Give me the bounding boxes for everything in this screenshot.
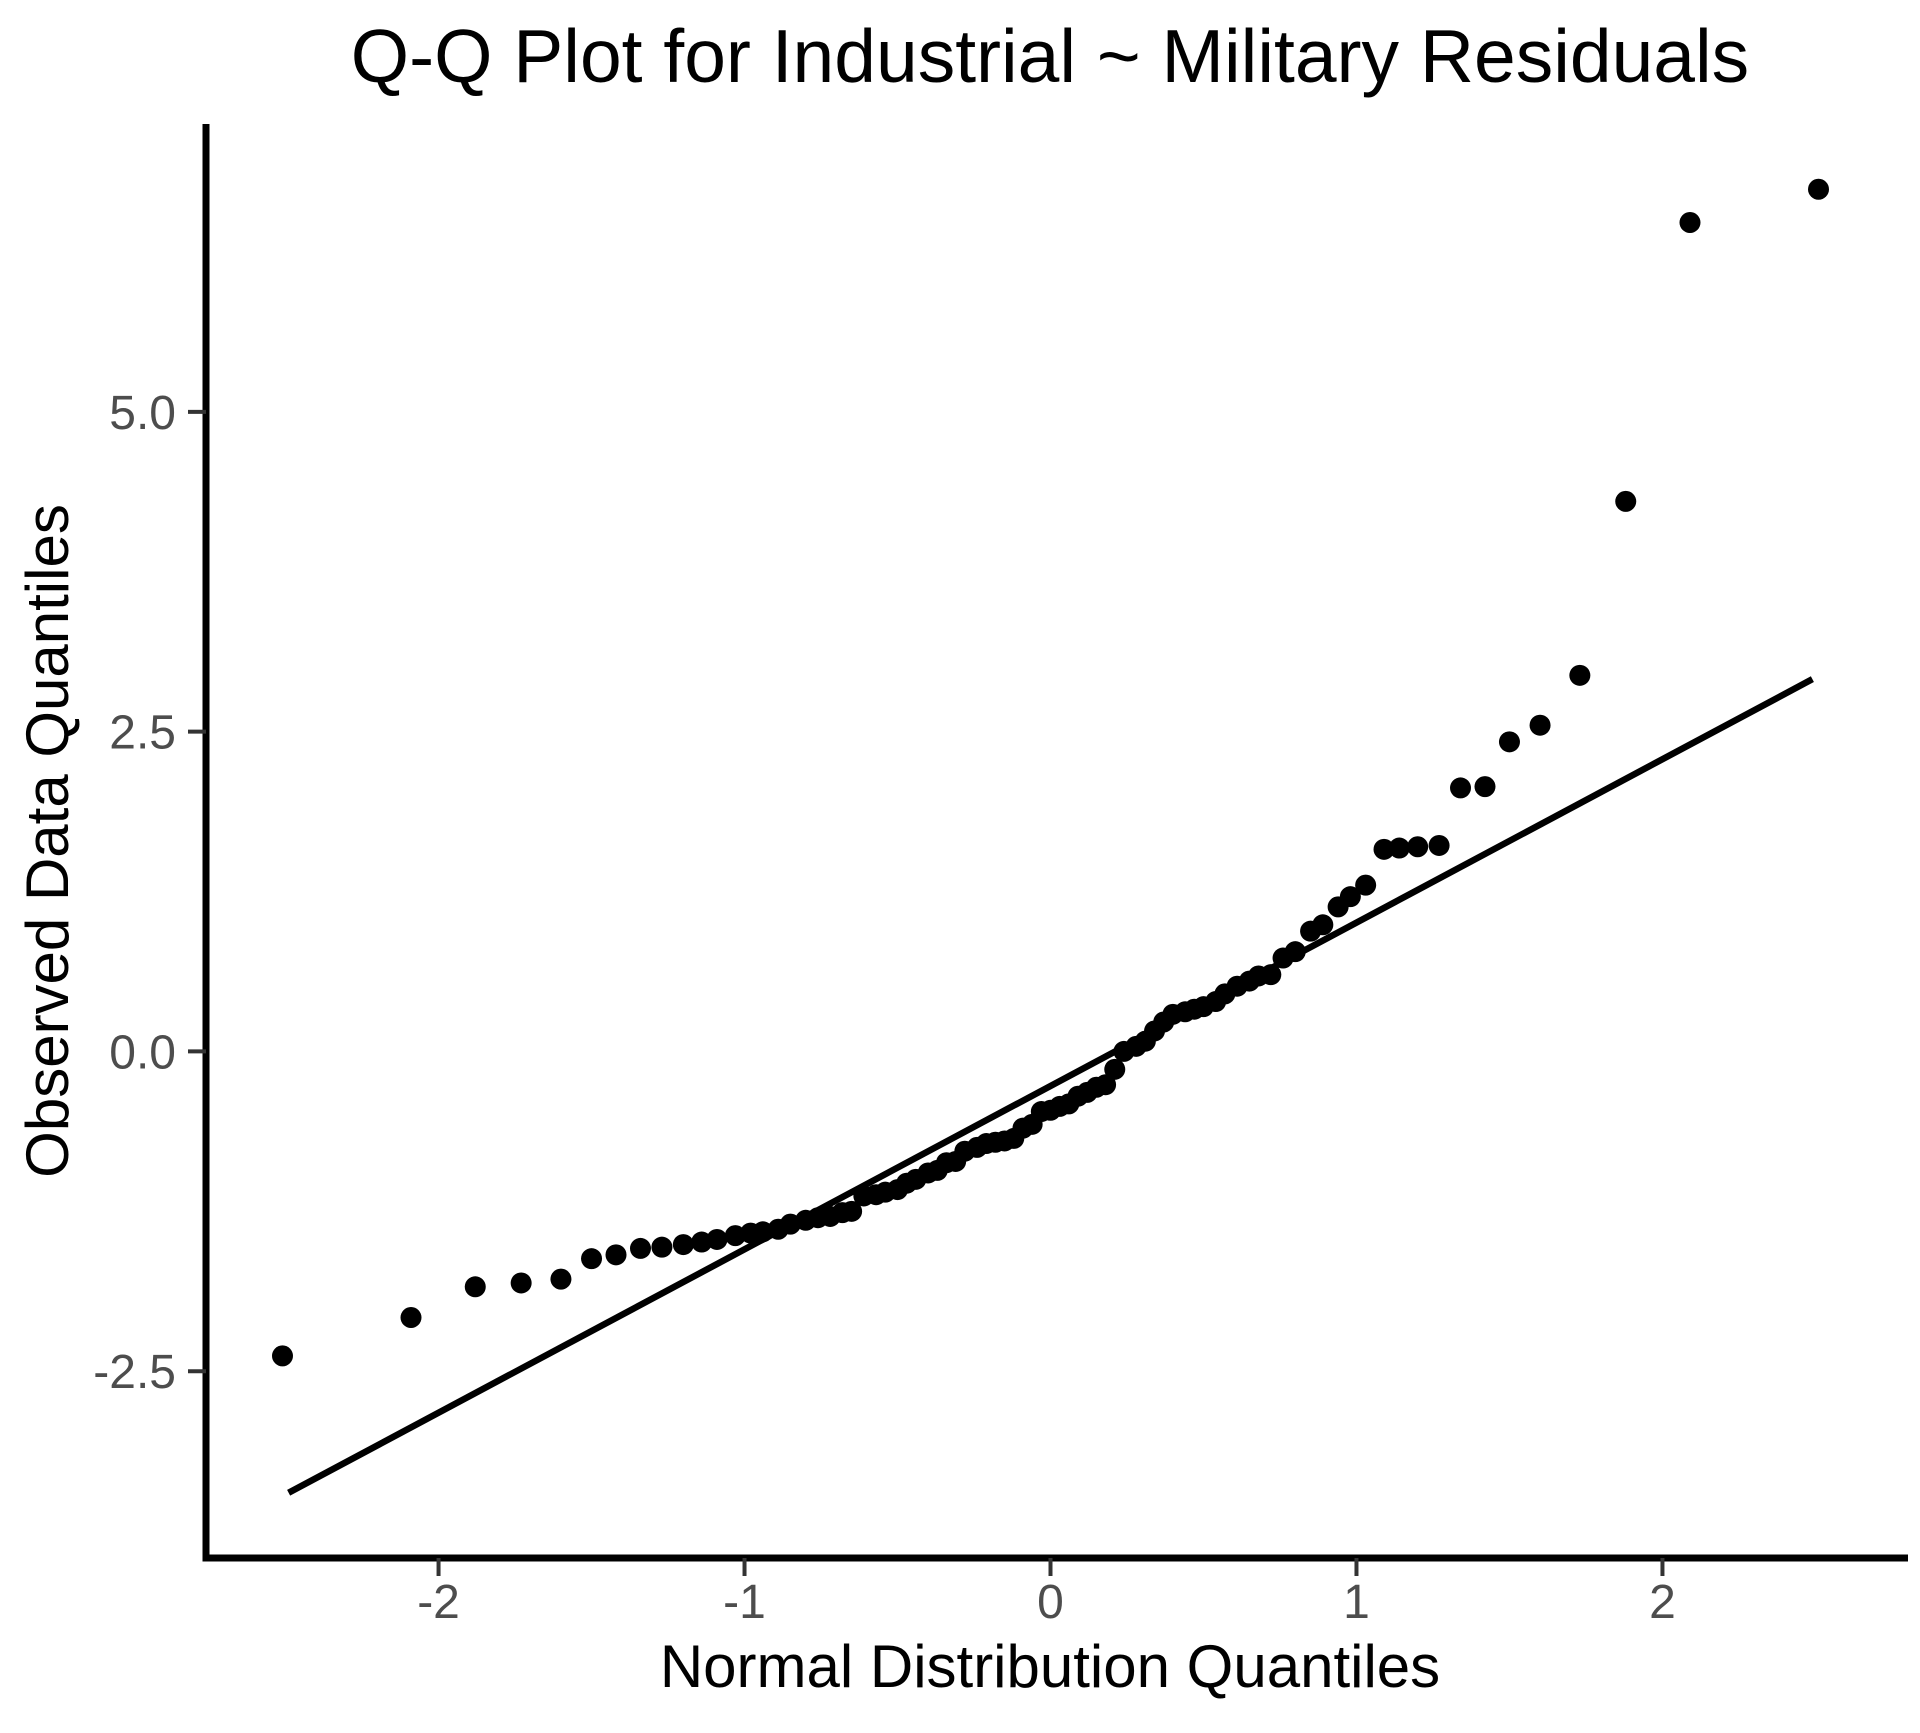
x-tick-label: 1 (1343, 1576, 1370, 1629)
data-point (629, 1237, 651, 1259)
y-tick-label: 0.0 (109, 1026, 176, 1079)
reference-line (287, 676, 1814, 1496)
data-points-group (271, 178, 1830, 1367)
x-tick-label: 0 (1037, 1576, 1064, 1629)
x-tick-label: -2 (417, 1576, 460, 1629)
data-point (706, 1228, 728, 1250)
data-point (1355, 874, 1377, 896)
data-point (1615, 490, 1637, 512)
data-point (464, 1276, 486, 1298)
y-tick-label: -2.5 (93, 1346, 176, 1399)
data-point (1407, 836, 1429, 858)
data-point (1095, 1074, 1117, 1096)
data-point (651, 1236, 673, 1258)
data-point (1474, 776, 1496, 798)
y-axis-title: Observed Data Quantiles (14, 504, 81, 1178)
data-point (1260, 964, 1282, 986)
data-point (1388, 837, 1410, 859)
chart-title: Q-Q Plot for Industrial ~ Military Resid… (351, 14, 1749, 98)
data-point (510, 1272, 532, 1294)
data-point (1104, 1058, 1126, 1080)
data-point (1373, 838, 1395, 860)
x-axis-title: Normal Distribution Quantiles (660, 1633, 1440, 1700)
x-tick-label: 2 (1649, 1576, 1676, 1629)
data-point (271, 1345, 293, 1367)
x-axis-ticks: -2 -1 0 1 2 (417, 1558, 1676, 1629)
data-point (605, 1244, 627, 1266)
data-point (1498, 731, 1520, 753)
y-tick-label: 5.0 (109, 387, 176, 440)
data-point (1312, 914, 1334, 936)
data-point (841, 1200, 863, 1222)
data-point (1808, 178, 1830, 200)
y-axis-ticks: 5.0 2.5 0.0 -2.5 (93, 387, 206, 1399)
data-point (1679, 211, 1701, 233)
data-point (1339, 886, 1361, 908)
data-point (1569, 664, 1591, 686)
data-point (1450, 777, 1472, 799)
data-point (400, 1307, 422, 1329)
data-point (1529, 714, 1551, 736)
data-point (672, 1234, 694, 1256)
y-tick-label: 2.5 (109, 707, 176, 760)
data-point (1428, 834, 1450, 856)
x-tick-label: -1 (723, 1576, 766, 1629)
data-point (581, 1248, 603, 1270)
data-point (1284, 941, 1306, 963)
reference-line-group (287, 676, 1814, 1496)
data-point (550, 1268, 572, 1290)
